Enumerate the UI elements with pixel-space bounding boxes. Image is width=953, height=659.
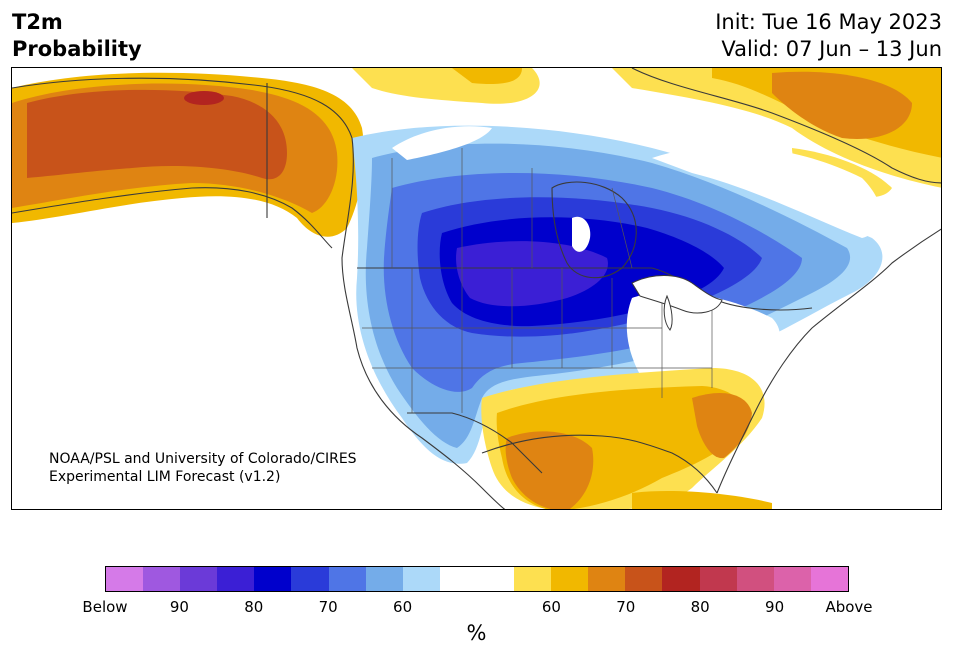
colorbar-swatch — [328, 567, 366, 591]
state-borders — [362, 268, 713, 413]
colorbar-swatch — [106, 567, 144, 591]
colorbar-tick-label: 80 — [690, 598, 710, 616]
region-cold-peak — [456, 241, 608, 307]
credit-line-1: NOAA/PSL and University of Colorado/CIRE… — [49, 451, 357, 467]
colorbar-tick-label: 90 — [169, 598, 189, 616]
colorbar-tick-label: 90 — [765, 598, 785, 616]
province-borders — [391, 148, 633, 269]
colorbar-swatch — [551, 567, 589, 591]
chart-title: T2m Probability — [12, 9, 142, 63]
colorbar-swatch — [476, 567, 515, 591]
forecast-map: NOAA/PSL and University of Colorado/CIRE… — [11, 67, 942, 510]
coastline-alaska-south — [12, 187, 333, 249]
greenland-coast — [631, 68, 941, 184]
map-canvas — [12, 68, 941, 509]
colorbar-swatch — [625, 567, 663, 591]
colorbar-swatch — [699, 567, 737, 591]
region-alaska-peak — [184, 91, 224, 105]
coastline-gulf — [481, 434, 718, 494]
lake-michigan — [663, 294, 673, 331]
region-caribbean — [632, 491, 772, 509]
title-variable: T2m — [12, 10, 63, 34]
colorbar-swatch — [291, 567, 329, 591]
region-alaska-core — [27, 89, 287, 180]
colorbar-tick-label: 70 — [616, 598, 636, 616]
colorbar-tick-label: Above — [825, 598, 873, 616]
region-neutral-hudson — [572, 216, 591, 252]
colorbar-tick-label: 80 — [244, 598, 264, 616]
colorbar-swatch — [810, 567, 848, 591]
colorbar-tick-label: Below — [82, 598, 128, 616]
colorbar-tick-label: 60 — [393, 598, 413, 616]
region-neutral-north — [392, 126, 492, 160]
credit-line-2: Experimental LIM Forecast (v1.2) — [49, 469, 281, 485]
colorbar-swatch — [402, 567, 440, 591]
colorbar-swatch — [365, 567, 403, 591]
colorbar-swatch — [180, 567, 218, 591]
region-neutral-northeast — [652, 146, 881, 238]
forecast-dates: Init: Tue 16 May 2023 Valid: 07 Jun – 13… — [715, 9, 942, 63]
coastline-west — [12, 77, 506, 509]
coastline-east — [716, 228, 941, 494]
region-arctic-orange — [452, 68, 522, 85]
title-quantity: Probability — [12, 37, 142, 61]
colorbar-swatch — [143, 567, 181, 591]
colorbar-swatch — [254, 567, 292, 591]
colorbar-swatch — [773, 567, 811, 591]
border-us-mexico — [407, 412, 543, 474]
region-southeast-dark — [692, 393, 752, 459]
colorbar-tick-label: 60 — [541, 598, 561, 616]
probability-colorbar — [105, 566, 849, 592]
colorbar-swatch — [439, 567, 477, 591]
colorbar-tick-label: 70 — [318, 598, 338, 616]
colorbar-unit: % — [466, 621, 487, 645]
colorbar-swatch — [662, 567, 700, 591]
data-credit: NOAA/PSL and University of Colorado/CIRE… — [49, 450, 357, 486]
init-date: Init: Tue 16 May 2023 — [715, 10, 942, 34]
region-south-dark — [505, 431, 594, 509]
valid-range: Valid: 07 Jun – 13 Jun — [721, 37, 942, 61]
colorbar-swatch — [588, 567, 626, 591]
colorbar-swatch — [514, 567, 552, 591]
region-greenland-core — [772, 71, 912, 139]
colorbar-swatch — [217, 567, 255, 591]
colorbar-swatch — [736, 567, 774, 591]
colorbar-ticks: Below 90 80 70 60 60 70 80 90 Above — [0, 598, 953, 620]
